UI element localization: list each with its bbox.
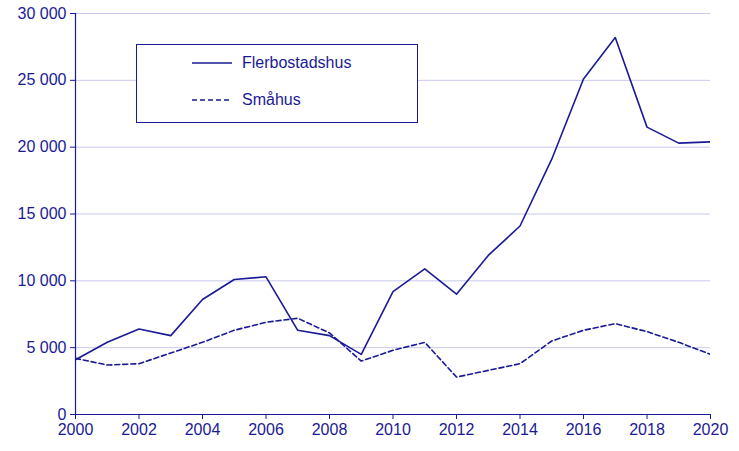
html-text:Småhus: Småhus (242, 91, 301, 108)
svg-text:2002: 2002 (121, 421, 157, 438)
svg-text:10 000: 10 000 (18, 272, 67, 289)
svg-text:2000: 2000 (58, 421, 94, 438)
svg-text:2018: 2018 (629, 421, 665, 438)
svg-text:2010: 2010 (375, 421, 411, 438)
svg-text:15 000: 15 000 (18, 205, 67, 222)
svg-text:2020: 2020 (693, 421, 729, 438)
svg-text:20 000: 20 000 (18, 138, 67, 155)
svg-text:2016: 2016 (566, 421, 602, 438)
svg-text:25 000: 25 000 (18, 71, 67, 88)
svg-text:0: 0 (57, 405, 67, 423)
svg-text:2008: 2008 (312, 421, 348, 438)
svg-text:5 000: 5 000 (26, 339, 66, 356)
svg-text:2004: 2004 (185, 421, 221, 438)
svg-text:30 000: 30 000 (18, 5, 67, 22)
svg-text:2006: 2006 (248, 421, 284, 438)
svg-text:2012: 2012 (439, 421, 475, 438)
html-text:Flerbostadshus: Flerbostadshus (242, 54, 352, 71)
svg-text:2014: 2014 (502, 421, 538, 438)
